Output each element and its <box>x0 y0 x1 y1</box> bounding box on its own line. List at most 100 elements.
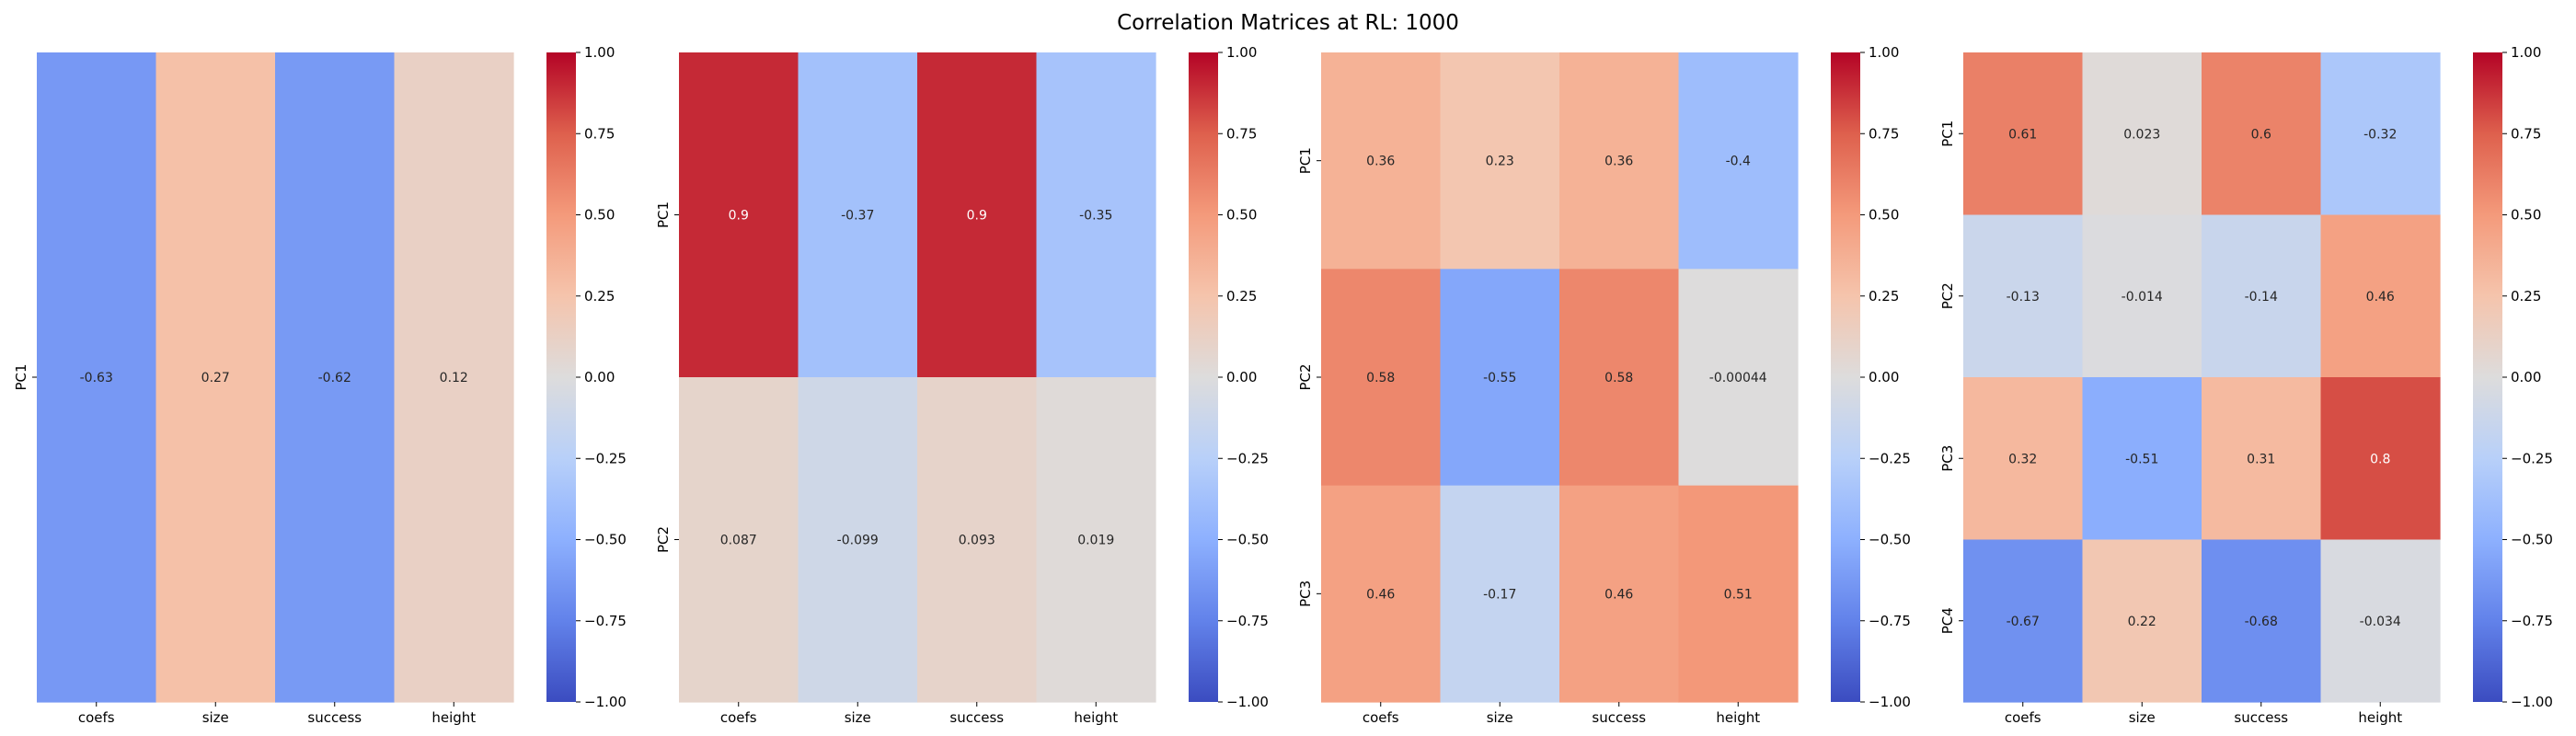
colorbar <box>2473 52 2502 702</box>
cell-annotation: 0.51 <box>1724 587 1753 602</box>
heatmap-cell <box>1036 377 1156 703</box>
colorbar-tick-label: −0.25 <box>584 450 627 466</box>
colorbar-tick-label: 0.25 <box>1226 288 1257 305</box>
cell-annotation: -0.4 <box>1726 155 1751 169</box>
heatmap-cell <box>155 52 276 703</box>
x-tick-label: coefs <box>2005 709 2041 726</box>
cell-annotation: 0.6 <box>2251 127 2271 142</box>
cell-annotation: 0.58 <box>1366 371 1395 385</box>
heatmap-cell <box>1963 377 2084 541</box>
colorbar-tick-label: −0.75 <box>2511 613 2553 629</box>
colorbar-tick-label: 0.25 <box>2511 288 2541 305</box>
y-tick-label: PC2 <box>1297 363 1314 390</box>
heatmap-cell <box>917 52 1038 378</box>
heatmap-cell <box>2082 214 2202 378</box>
x-tick-label: coefs <box>720 709 757 726</box>
colorbar-tick-label: 0.00 <box>1226 369 1257 385</box>
cell-annotation: -0.14 <box>2245 290 2278 305</box>
y-tick-label: PC1 <box>13 363 29 390</box>
figure-title: Correlation Matrices at RL: 1000 <box>1117 11 1459 35</box>
cell-annotation: -0.68 <box>2245 615 2278 629</box>
heatmap-cell <box>1559 269 1680 487</box>
colorbar-tick-label: −0.25 <box>1869 450 1911 466</box>
y-tick-label: PC1 <box>1939 121 1956 147</box>
colorbar-tick-label: −0.25 <box>2511 450 2553 466</box>
cell-annotation: 0.46 <box>2366 290 2395 305</box>
colorbar-tick-label: 0.00 <box>584 369 615 385</box>
heatmap-cell <box>1036 52 1156 378</box>
cell-annotation: 0.23 <box>1486 155 1514 169</box>
colorbar-tick-label: −1.00 <box>1869 694 1911 710</box>
heatmap-cell <box>1321 485 1442 703</box>
colorbar-tick-label: 0.50 <box>1869 207 1899 224</box>
colorbar-tick-label: −0.25 <box>1226 450 1269 466</box>
colorbar-tick-label: 0.25 <box>584 288 615 305</box>
cell-annotation: 0.087 <box>720 534 757 548</box>
heatmap-cell <box>1678 269 1799 487</box>
cell-annotation: 0.019 <box>1077 534 1114 548</box>
colorbar-tick-label: −0.50 <box>584 532 627 548</box>
cell-annotation: 0.31 <box>2247 452 2275 466</box>
heatmap-cell <box>2202 52 2322 216</box>
heatmap-cell <box>1321 52 1442 270</box>
heatmap-cell <box>1321 269 1442 487</box>
x-tick-label: height <box>1074 709 1118 726</box>
cell-annotation: 0.22 <box>2128 615 2156 629</box>
colorbar-tick-label: 0.50 <box>1226 207 1257 224</box>
heatmap-cell <box>1559 52 1680 270</box>
heatmap-cell <box>37 52 157 703</box>
x-tick-label: size <box>1487 709 1513 726</box>
heatmap-cell <box>679 377 799 703</box>
cell-annotation: 0.093 <box>959 534 995 548</box>
colorbar-tick-label: −0.75 <box>1226 613 1269 629</box>
heatmap-cell <box>1963 52 2084 216</box>
heatmap-cell <box>2320 539 2441 703</box>
cell-annotation: -0.67 <box>2007 615 2040 629</box>
heatmap-cell <box>1678 52 1799 270</box>
cell-annotation: -0.55 <box>1483 371 1516 385</box>
y-tick-label: PC4 <box>1939 607 1956 634</box>
colorbar-tick-label: −0.75 <box>1869 613 1911 629</box>
cell-annotation: 0.32 <box>2008 452 2037 466</box>
colorbar-tick-label: −1.00 <box>584 694 627 710</box>
heatmap-panel-1: -0.63 0.27 -0.62 0.12 coefs size success height… <box>13 44 627 726</box>
cell-annotation: -0.17 <box>1483 587 1516 602</box>
x-tick-label: size <box>845 709 871 726</box>
colorbar-tick-label: 1.00 <box>1869 44 1899 61</box>
colorbar <box>1831 52 1860 702</box>
colorbar <box>546 52 576 702</box>
heatmap-cell <box>2202 539 2322 703</box>
colorbar-tick-label: 0.75 <box>1226 125 1257 142</box>
cell-annotation: -0.63 <box>80 371 113 385</box>
x-tick-label: size <box>202 709 229 726</box>
heatmap-cell <box>1963 539 2084 703</box>
heatmap-cell <box>1678 485 1799 703</box>
y-tick-label: PC1 <box>655 201 672 228</box>
heatmap-cell <box>798 377 918 703</box>
cell-annotation: 0.9 <box>729 209 749 224</box>
cell-annotation: -0.51 <box>2125 452 2158 466</box>
x-tick-label: success <box>2234 709 2288 726</box>
x-tick-label: height <box>1716 709 1760 726</box>
colorbar-tick-label: −0.50 <box>2511 532 2553 548</box>
cell-annotation: -0.37 <box>841 209 874 224</box>
x-tick-label: success <box>1592 709 1646 726</box>
x-tick-label: coefs <box>1363 709 1399 726</box>
colorbar-tick-label: −1.00 <box>1226 694 1269 710</box>
y-tick-label: PC2 <box>655 526 672 553</box>
heatmap-panel-3: 0.36 0.23 0.36 -0.4 0.58 -0.55 0.58 -0.00044 0.4… <box>1297 44 1911 726</box>
x-tick-label: coefs <box>78 709 115 726</box>
cell-annotation: 0.46 <box>1604 587 1633 602</box>
heatmap-cell <box>2320 52 2441 216</box>
heatmap-cell <box>2320 214 2441 378</box>
colorbar-tick-label: 0.00 <box>1869 369 1899 385</box>
cell-annotation: -0.014 <box>2122 290 2163 305</box>
colorbar-tick-label: −1.00 <box>2511 694 2553 710</box>
cell-annotation: 0.58 <box>1604 371 1633 385</box>
heatmap-cell <box>2202 377 2322 541</box>
cell-annotation: 0.27 <box>201 371 230 385</box>
heatmap-cell <box>1559 485 1680 703</box>
cell-annotation: 0.46 <box>1366 587 1395 602</box>
heatmap-cell <box>2320 377 2441 541</box>
